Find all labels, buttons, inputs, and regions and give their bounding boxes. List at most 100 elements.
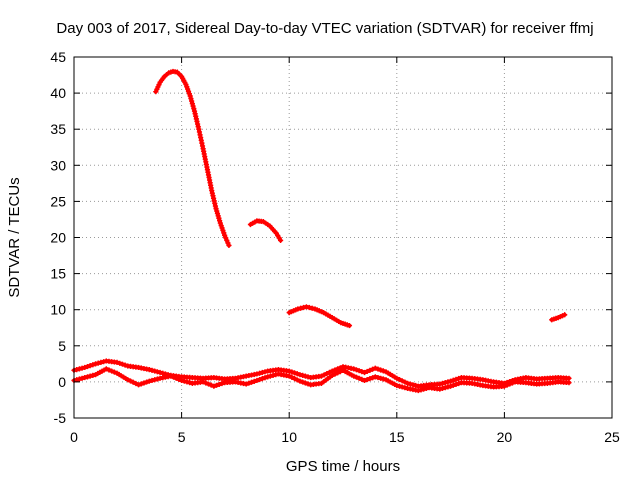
- data-point: [146, 378, 152, 384]
- data-point: [109, 368, 115, 374]
- y-tick-label: -5: [54, 410, 67, 426]
- data-point: [346, 322, 353, 329]
- chart-title: Day 003 of 2017, Sidereal Day-to-day VTE…: [56, 20, 593, 37]
- data-point: [439, 385, 446, 391]
- series-arc-late: [549, 312, 568, 323]
- series-baseline-a: [71, 358, 572, 389]
- data-point: [337, 369, 343, 375]
- data-point: [168, 373, 174, 379]
- data-point: [191, 106, 197, 112]
- x-tick-label: 15: [389, 429, 405, 445]
- data-point: [399, 384, 405, 390]
- data-point: [442, 380, 448, 386]
- data-point: [372, 374, 378, 380]
- data-point: [378, 367, 384, 373]
- data-point: [125, 377, 131, 383]
- data-point: [200, 379, 206, 385]
- data-point: [277, 237, 284, 243]
- data-point: [144, 379, 150, 385]
- data-point: [353, 374, 360, 380]
- data-point: [84, 363, 91, 370]
- data-point: [262, 369, 268, 375]
- data-point: [302, 373, 308, 379]
- data-point: [219, 380, 225, 387]
- data-point: [321, 372, 327, 378]
- data-point: [173, 375, 179, 381]
- x-tick-label: 5: [178, 429, 186, 445]
- data-point: [92, 361, 99, 367]
- data-point: [114, 359, 120, 366]
- y-tick-label: 25: [50, 193, 66, 209]
- data-point: [254, 371, 260, 377]
- data-point: [149, 367, 155, 373]
- data-point: [351, 366, 357, 372]
- x-tick-labels: 0 5 10 15 20 25: [70, 429, 620, 445]
- data-point: [221, 230, 227, 236]
- data-point: [218, 222, 224, 229]
- data-point: [456, 380, 462, 387]
- y-tick-label: 0: [58, 374, 66, 390]
- data-point: [369, 375, 376, 381]
- series-arc-short-mid: [247, 218, 284, 243]
- data-point: [246, 380, 252, 386]
- data-point: [418, 387, 424, 393]
- data-point: [507, 381, 513, 387]
- data-point: [211, 383, 217, 389]
- data-point: [380, 376, 386, 382]
- data-point: [367, 367, 373, 373]
- data-point: [146, 367, 152, 373]
- data-point: [181, 378, 187, 384]
- data-point: [286, 368, 292, 374]
- data-point: [305, 381, 311, 387]
- data-point: [562, 312, 568, 318]
- series-trace: [153, 69, 231, 248]
- data-point: [135, 382, 142, 388]
- data-point: [291, 376, 298, 382]
- data-point: [205, 381, 212, 387]
- data-point: [445, 384, 451, 390]
- data-point: [369, 366, 376, 372]
- data-point: [353, 367, 360, 373]
- data-point: [380, 368, 386, 374]
- x-tick-label: 10: [281, 429, 297, 445]
- ticks: [73, 56, 613, 419]
- data-point: [257, 370, 263, 376]
- data-point: [184, 379, 190, 385]
- data-point: [415, 387, 421, 394]
- data-point: [399, 378, 405, 384]
- series-arc-large-peak: [153, 68, 232, 249]
- data-point: [84, 374, 91, 380]
- data-point: [300, 304, 307, 311]
- data-point: [248, 379, 255, 385]
- data-point: [219, 225, 225, 231]
- data-point: [106, 367, 112, 373]
- data-point: [170, 374, 177, 380]
- data-point: [254, 377, 260, 384]
- data-point: [359, 376, 365, 382]
- data-point: [445, 379, 451, 385]
- data-point: [79, 375, 85, 381]
- data-point: [119, 361, 126, 367]
- data-point: [251, 378, 257, 384]
- data-point: [265, 374, 271, 380]
- data-point: [87, 373, 93, 379]
- data-point: [375, 374, 381, 381]
- data-point: [217, 220, 223, 226]
- x-tick-label: 0: [70, 429, 78, 445]
- data-point: [189, 100, 195, 107]
- data-point: [326, 369, 333, 375]
- data-point: [190, 103, 196, 109]
- data-point: [82, 364, 88, 371]
- data-point: [122, 362, 128, 368]
- data-point: [303, 304, 310, 310]
- data-point: [375, 366, 381, 372]
- data-point: [437, 381, 443, 387]
- data-point: [220, 227, 226, 234]
- data-point: [378, 375, 384, 381]
- data-point: [133, 380, 139, 387]
- data-point: [127, 378, 134, 384]
- data-point: [448, 383, 454, 389]
- y-tick-label: 20: [50, 230, 66, 246]
- data-point: [453, 381, 459, 388]
